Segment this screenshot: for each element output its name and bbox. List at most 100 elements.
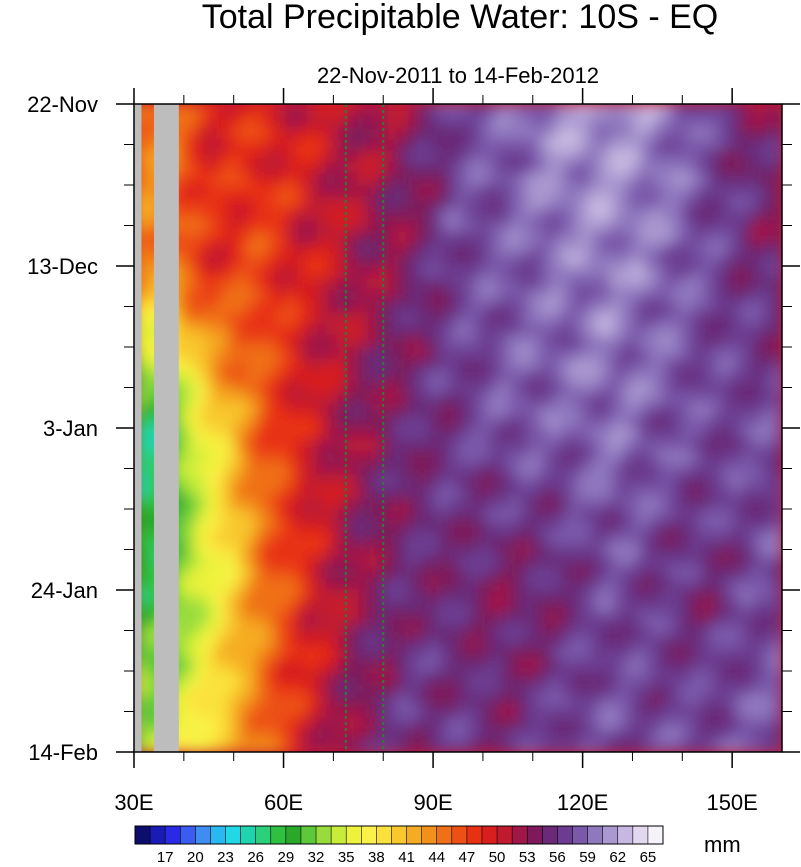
heatmap-cell xyxy=(549,150,560,163)
heatmap-cell xyxy=(731,590,743,603)
heatmap-cell xyxy=(387,370,398,383)
heatmap-cell xyxy=(711,705,722,718)
heatmap-cell xyxy=(285,613,297,626)
heatmap-cell xyxy=(751,347,763,360)
heatmap-cell xyxy=(690,416,702,429)
heatmap-cell xyxy=(225,613,236,626)
heatmap-cell xyxy=(559,671,570,684)
heatmap-cell xyxy=(296,462,307,475)
heatmap-cell xyxy=(751,636,763,649)
heatmap-cell xyxy=(366,277,378,290)
heatmap-cell xyxy=(488,485,500,499)
heatmap-cell xyxy=(528,289,540,302)
heatmap-cell xyxy=(488,509,500,522)
heatmap-cell xyxy=(599,659,611,672)
heatmap-cell xyxy=(569,590,581,603)
heatmap-cell xyxy=(488,138,500,151)
heatmap-cell xyxy=(275,266,287,279)
heatmap-cell xyxy=(356,150,368,163)
heatmap-cell xyxy=(356,497,368,510)
heatmap-cell xyxy=(296,219,307,232)
heatmap-cell xyxy=(690,474,702,487)
heatmap-cell xyxy=(761,740,773,752)
heatmap-cell xyxy=(518,127,530,140)
heatmap-cell xyxy=(731,636,743,649)
heatmap-cell xyxy=(225,242,236,256)
heatmap-cell xyxy=(144,578,155,591)
heatmap-cell xyxy=(174,705,186,718)
heatmap-cell xyxy=(620,462,631,475)
heatmap-cell xyxy=(377,624,388,637)
y-tick-label: 24-Jan xyxy=(31,578,98,603)
heatmap-cell xyxy=(640,300,651,313)
heatmap-cell xyxy=(721,728,732,742)
heatmap-cell xyxy=(346,393,358,406)
heatmap-cell xyxy=(498,485,510,499)
heatmap-cell xyxy=(447,647,459,661)
heatmap-cell xyxy=(711,242,722,256)
heatmap-cell xyxy=(366,104,378,117)
heatmap-cell xyxy=(255,138,267,151)
heatmap-cell xyxy=(215,416,226,429)
heatmap-cell xyxy=(640,694,651,707)
heatmap-cell xyxy=(771,728,782,742)
heatmap-cell xyxy=(306,277,317,290)
heatmap-cell xyxy=(711,439,722,452)
heatmap-cell xyxy=(316,393,327,406)
heatmap-cell xyxy=(508,381,520,394)
heatmap-cell xyxy=(559,335,570,348)
heatmap-cell xyxy=(569,277,581,290)
heatmap-cell xyxy=(417,520,429,533)
heatmap-cell xyxy=(508,624,520,637)
heatmap-cell xyxy=(498,138,510,151)
heatmap-cell xyxy=(326,509,338,522)
heatmap-cell xyxy=(397,428,408,441)
heatmap-cell xyxy=(275,497,287,510)
heatmap-cell xyxy=(458,289,469,302)
heatmap-cell xyxy=(336,173,348,186)
heatmap-cell xyxy=(255,613,267,626)
heatmap-cell xyxy=(417,428,429,441)
heatmap-cell xyxy=(518,543,530,556)
heatmap-cell xyxy=(215,613,226,626)
heatmap-cell xyxy=(204,347,216,360)
heatmap-cell xyxy=(397,532,408,545)
heatmap-cell xyxy=(194,671,206,684)
heatmap-cell xyxy=(316,138,327,151)
heatmap-cell xyxy=(589,520,601,533)
heatmap-cell xyxy=(518,636,530,649)
heatmap-cell xyxy=(387,404,398,418)
colorbar-swatch xyxy=(587,826,603,844)
heatmap-cell xyxy=(184,717,196,730)
heatmap-cell xyxy=(650,161,662,175)
heatmap-cell xyxy=(336,404,348,418)
heatmap-cell xyxy=(407,671,419,684)
heatmap-cell xyxy=(670,590,682,603)
heatmap-cell xyxy=(397,219,408,232)
heatmap-cell xyxy=(498,300,510,313)
heatmap-cell xyxy=(447,543,459,556)
heatmap-cell xyxy=(437,636,449,649)
heatmap-cell xyxy=(650,196,662,209)
heatmap-cell xyxy=(701,150,712,163)
heatmap-cell xyxy=(215,474,226,487)
heatmap-cell xyxy=(498,578,510,591)
heatmap-cell xyxy=(569,323,581,337)
heatmap-cell xyxy=(174,393,186,406)
heatmap-cell xyxy=(539,393,550,406)
heatmap-cell xyxy=(741,381,753,394)
heatmap-cell xyxy=(579,231,591,244)
heatmap-cell xyxy=(306,590,317,603)
heatmap-cell xyxy=(437,404,449,418)
heatmap-cell xyxy=(184,705,196,718)
heatmap-cell xyxy=(306,566,317,580)
heatmap-cell xyxy=(285,462,297,475)
heatmap-cell xyxy=(346,381,358,394)
plot-area xyxy=(134,104,782,752)
heatmap-cell xyxy=(265,624,277,637)
heatmap-cell xyxy=(579,323,591,337)
heatmap-cell xyxy=(285,173,297,186)
heatmap-cell xyxy=(144,497,155,510)
heatmap-cell xyxy=(670,300,682,313)
heatmap-cell xyxy=(387,624,398,637)
